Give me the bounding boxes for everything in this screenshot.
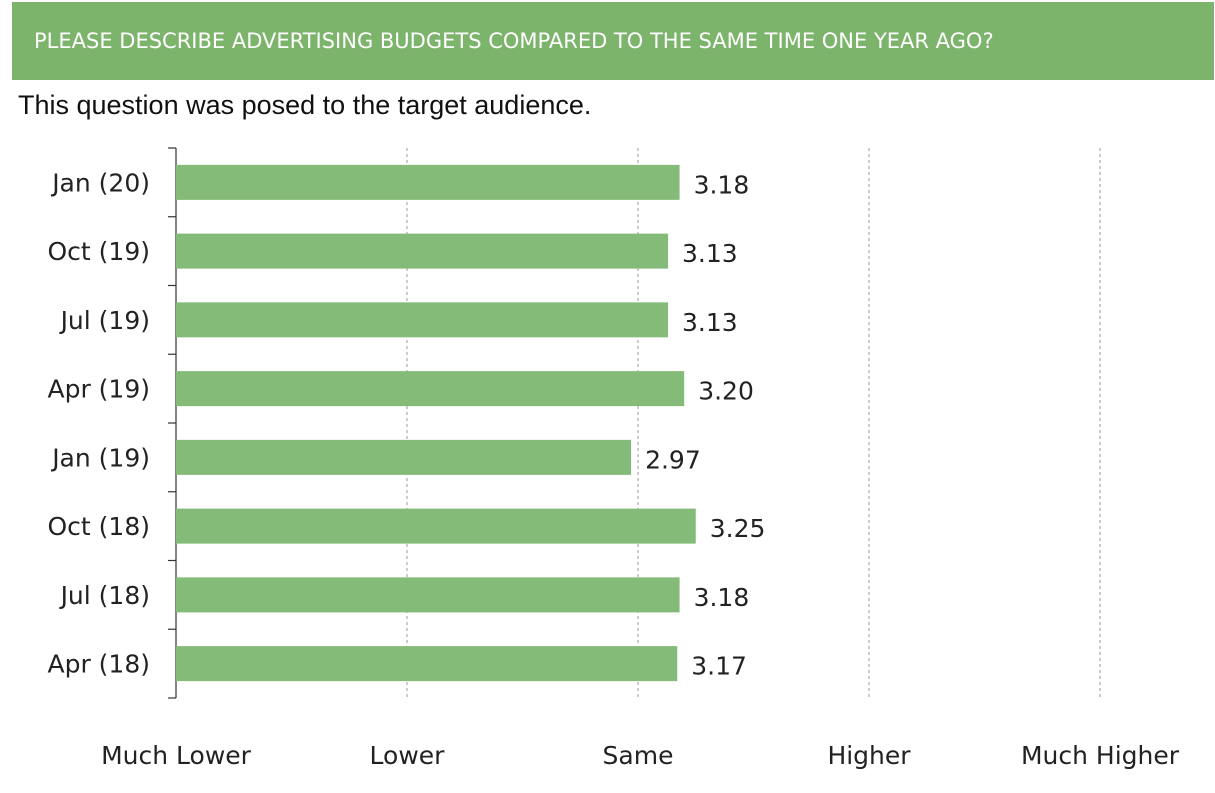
x-tick-label: Much Lower xyxy=(101,741,252,770)
category-label: Jul (18) xyxy=(59,581,150,610)
data-label: 2.97 xyxy=(645,445,701,474)
x-tick-label: Same xyxy=(603,741,674,770)
data-label: 3.17 xyxy=(691,652,747,681)
category-label: Jul (19) xyxy=(59,306,150,335)
bar xyxy=(176,646,678,682)
chart-subtitle: This question was posed to the target au… xyxy=(18,90,592,120)
bar xyxy=(176,302,669,338)
bar xyxy=(176,439,632,475)
bar xyxy=(176,577,680,613)
x-tick-label: Higher xyxy=(827,741,911,770)
data-label: 3.18 xyxy=(694,170,750,199)
bar xyxy=(176,371,685,407)
category-label: Oct (18) xyxy=(48,512,151,541)
x-tick-label: Lower xyxy=(370,741,446,770)
bar xyxy=(176,233,669,269)
chart-title: PLEASE DESCRIBE ADVERTISING BUDGETS COMP… xyxy=(34,29,994,53)
bar xyxy=(176,164,680,200)
data-label: 3.18 xyxy=(694,583,750,612)
category-label: Apr (18) xyxy=(47,650,150,679)
data-label: 3.13 xyxy=(682,239,738,268)
data-label: 3.13 xyxy=(682,308,738,337)
category-label: Jan (19) xyxy=(50,443,150,472)
category-label: Apr (19) xyxy=(47,375,150,404)
data-label: 3.25 xyxy=(710,514,766,543)
category-label: Oct (19) xyxy=(48,237,151,266)
title-banner: PLEASE DESCRIBE ADVERTISING BUDGETS COMP… xyxy=(12,2,1214,80)
bar xyxy=(176,508,696,544)
category-label: Jan (20) xyxy=(50,168,150,197)
data-label: 3.20 xyxy=(698,377,754,406)
x-tick-label: Much Higher xyxy=(1021,741,1180,770)
